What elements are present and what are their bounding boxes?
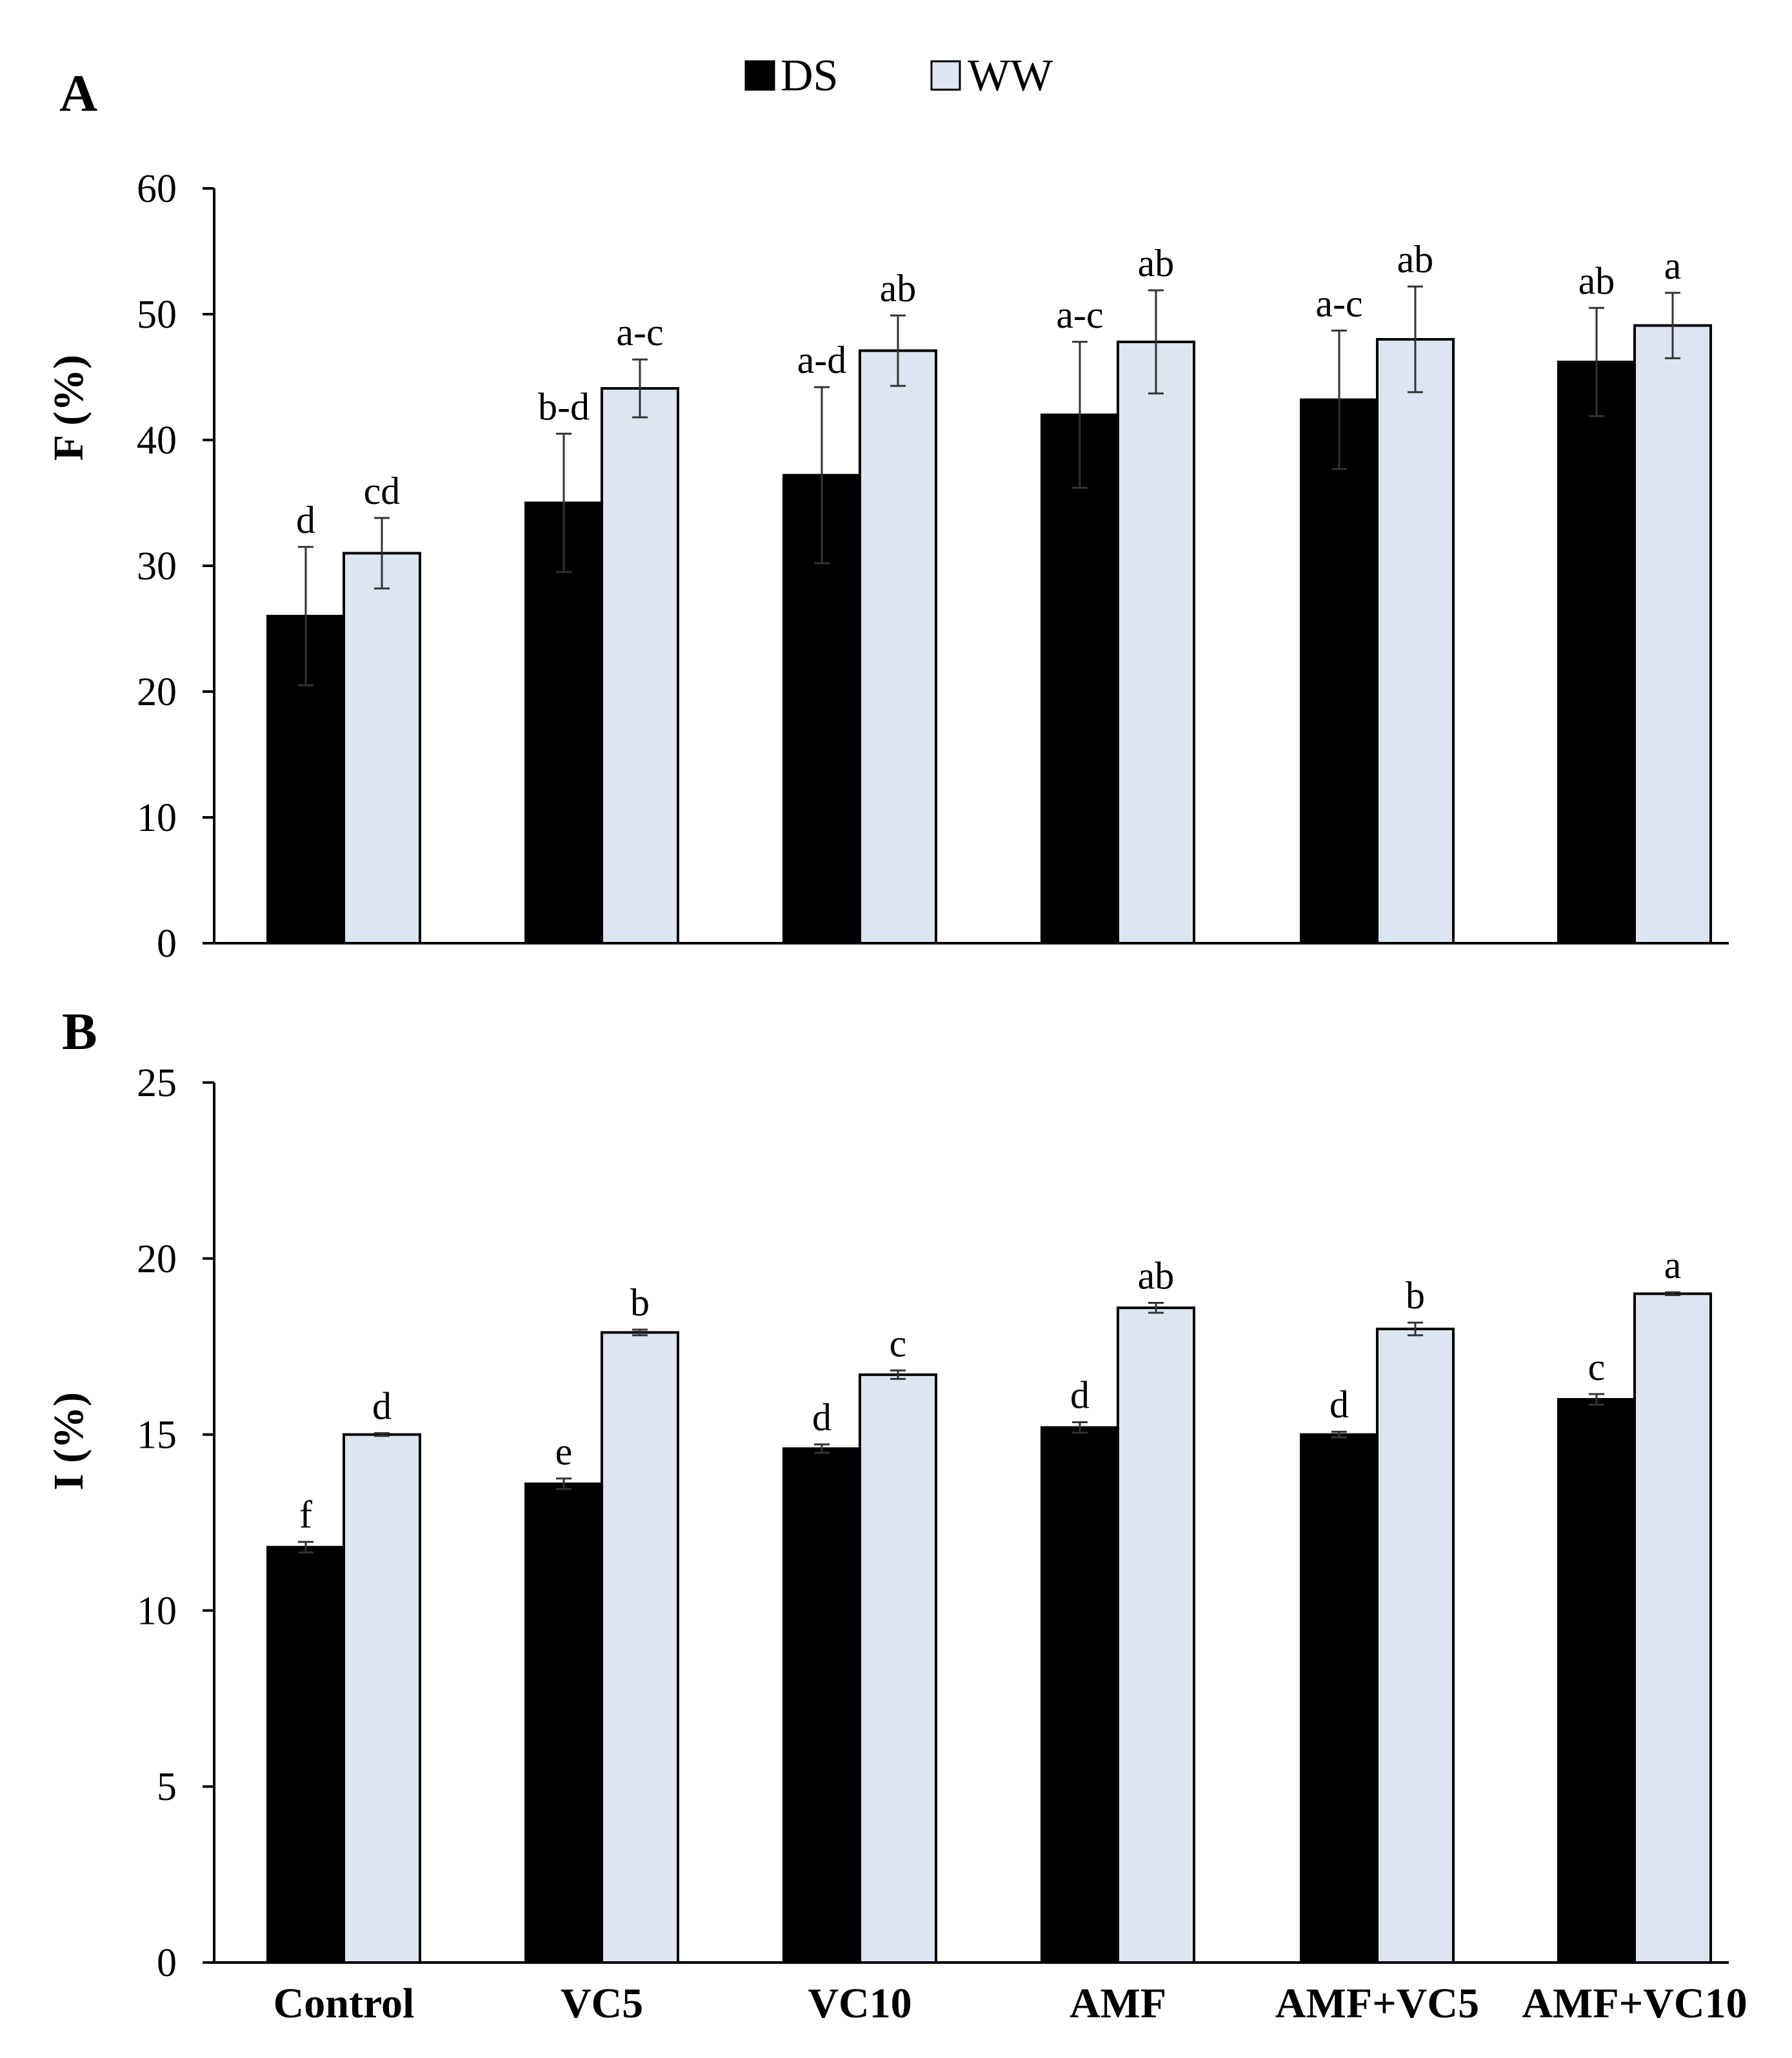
y-tick-label-a: 60: [137, 167, 177, 211]
y-tick-label-a: 10: [137, 796, 177, 840]
bar-b-ww-4: [1376, 1327, 1455, 1964]
x-category-label: AMF+VC10: [1522, 1980, 1747, 2027]
x-category-labels: Control VC5 VC10 AMF AMF+VC5 AMF+VC10: [274, 1980, 1747, 2027]
significance-letter-a: ab: [880, 267, 917, 310]
significance-letter-b: b: [630, 1281, 650, 1324]
y-tick-label-a: 50: [137, 293, 177, 337]
bars-a: d b-d a-d a-c a-c ab cd a-c ab ab ab a: [266, 238, 1712, 944]
significance-letter-a: a-c: [616, 311, 663, 354]
bar-a-ww-2: [859, 349, 937, 944]
bar-a-ds-3: [1040, 414, 1119, 944]
significance-letter-a: a-c: [1056, 294, 1103, 336]
bar-b-ww-1: [601, 1331, 679, 1964]
bar-a-ds-5: [1557, 361, 1636, 944]
y-axis-label-a: F (%): [45, 355, 92, 461]
y-tick-label-a: 40: [137, 419, 177, 463]
y-tick-label-a: 30: [137, 544, 177, 588]
bar-b-ds-2: [782, 1447, 861, 1964]
y-tick-label-b: 25: [137, 1061, 177, 1105]
y-tick-label-b: 5: [157, 1765, 177, 1809]
bar-a-ww-5: [1633, 324, 1712, 944]
significance-letter-b: d: [372, 1384, 392, 1427]
x-category-label: AMF+VC5: [1275, 1980, 1479, 2027]
bar-b-ww-2: [859, 1373, 937, 1964]
bar-a-ds-1: [524, 501, 603, 944]
legend-swatch-ds: [744, 60, 775, 91]
significance-letter-a: ab: [1138, 242, 1175, 285]
panel-b: B I (%) 0 5 10 15 20 25 f e d d d c d b c ab b a: [45, 1002, 1729, 1985]
significance-letter-a: ab: [1578, 259, 1615, 302]
y-ticks-b: 0 5 10 15 20 25: [137, 1061, 214, 1985]
bar-b-ww-0: [343, 1433, 421, 1964]
significance-letter-b: e: [555, 1430, 573, 1473]
x-category-label: VC5: [561, 1980, 643, 2027]
significance-letter-b: b: [1406, 1274, 1425, 1317]
bar-b-ds-0: [266, 1546, 345, 1964]
significance-letter-b: d: [1070, 1374, 1090, 1417]
significance-letter-a: a-d: [797, 339, 847, 381]
significance-letter-a: ab: [1397, 238, 1434, 281]
panel-label-a: A: [59, 64, 97, 123]
bar-b-ww-3: [1117, 1306, 1195, 1964]
bar-b-ds-4: [1300, 1433, 1379, 1964]
significance-letter-a: a-c: [1315, 282, 1362, 325]
y-tick-label-b: 15: [137, 1414, 177, 1457]
bar-a-ww-4: [1376, 338, 1455, 944]
significance-letter-b: ab: [1138, 1255, 1175, 1297]
y-tick-label-a: 20: [137, 670, 177, 714]
significance-letter-a: cd: [364, 470, 401, 512]
bar-a-ww-3: [1117, 340, 1195, 944]
significance-letter-b: c: [1588, 1346, 1606, 1388]
bar-a-ds-4: [1300, 398, 1379, 944]
significance-letter-b: c: [890, 1322, 907, 1364]
bar-b-ds-1: [524, 1482, 603, 1964]
panel-a: A F (%) 0 10 20 30 40 50 60 d b-d a-d a-c a-c ab cd a…: [45, 64, 1729, 966]
y-tick-label-b: 0: [157, 1941, 177, 1985]
legend-label-ds: DS: [781, 51, 838, 101]
legend: DS WW: [744, 51, 1053, 101]
bars-b: f e d d d c d b c ab b a: [266, 1244, 1712, 1964]
significance-letter-b: f: [299, 1494, 312, 1536]
significance-letter-a: a: [1664, 245, 1682, 287]
bar-a-ww-0: [343, 552, 421, 944]
panel-label-b: B: [62, 1002, 97, 1061]
x-category-label: VC10: [808, 1980, 911, 2027]
bar-b-ds-5: [1557, 1398, 1636, 1964]
y-tick-label-b: 20: [137, 1237, 177, 1281]
y-tick-label-a: 0: [157, 922, 177, 966]
legend-swatch-ww: [930, 60, 961, 91]
significance-letter-b: a: [1664, 1244, 1682, 1286]
y-ticks-a: 0 10 20 30 40 50 60: [137, 167, 214, 966]
y-axis-label-b: I (%): [45, 1392, 92, 1490]
bar-b-ww-5: [1633, 1292, 1712, 1964]
significance-letter-b: d: [812, 1396, 831, 1439]
y-tick-label-b: 10: [137, 1589, 177, 1633]
bar-a-ww-1: [601, 387, 679, 944]
significance-letter-b: d: [1329, 1383, 1349, 1426]
x-category-label: AMF: [1070, 1980, 1166, 2027]
legend-label-ww: WW: [968, 51, 1053, 101]
x-category-label: Control: [274, 1980, 415, 2027]
significance-letter-a: b-d: [538, 385, 590, 428]
bar-b-ds-3: [1040, 1426, 1119, 1964]
significance-letter-a: d: [296, 499, 315, 541]
